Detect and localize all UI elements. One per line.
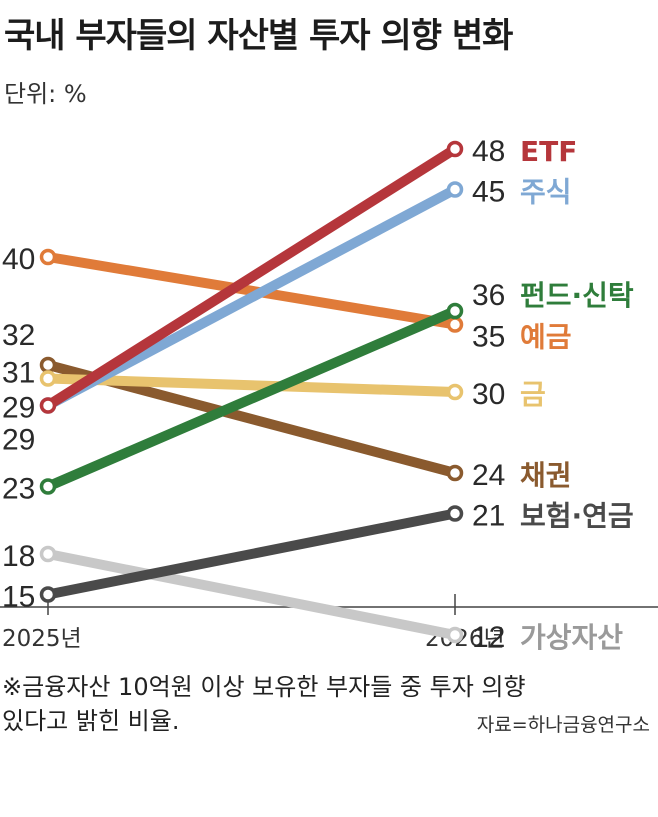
- value-label-deposits-2025: 40: [2, 243, 35, 276]
- value-label-funds-trusts-2025: 23: [2, 473, 35, 506]
- point-funds-trusts-start: [39, 478, 57, 495]
- point-gold-end: [446, 383, 464, 401]
- series-name-bonds: 채권: [520, 459, 572, 492]
- series-line-etf: [43, 144, 460, 411]
- footnote-line-1: ※금융자산 10억원 이상 보유한 부자들 중 투자 의향: [2, 673, 526, 701]
- series-lines: [39, 140, 464, 644]
- point-bonds-end: [446, 464, 464, 482]
- source-label: 자료=하나금융연구소: [476, 714, 650, 736]
- point-funds-trusts-end: [446, 302, 464, 320]
- series-name-funds-trusts: 펀드·신탁: [520, 279, 634, 312]
- point-crypto-start: [39, 545, 57, 563]
- value-label-stocks-2025: 29: [2, 424, 35, 457]
- series-name-stocks: 주식: [520, 176, 572, 209]
- value-label-funds-trusts-2026: 36: [472, 279, 505, 312]
- value-label-deposits-2026: 35: [472, 321, 505, 354]
- series-name-gold: 금: [520, 378, 546, 411]
- value-label-crypto-2026: 12: [472, 621, 505, 654]
- point-etf-end: [446, 140, 464, 158]
- series-name-deposits: 예금: [520, 321, 572, 354]
- value-label-gold-2025: 31: [2, 357, 35, 390]
- point-deposits-end: [446, 316, 464, 333]
- series-line-gold: [43, 373, 460, 397]
- series-line-funds-trusts: [43, 306, 460, 492]
- point-bonds-start: [39, 356, 57, 374]
- footnote-line-2: 있다고 밝힌 비율.: [2, 707, 180, 735]
- point-gold-start: [39, 370, 57, 387]
- value-label-bonds-2026: 24: [472, 459, 505, 492]
- value-label-stocks-2026: 45: [472, 176, 505, 209]
- value-label-gold-2026: 30: [472, 378, 505, 411]
- series-line-deposits: [43, 252, 460, 330]
- series-line-stocks: [43, 184, 460, 411]
- footnote: ※금융자산 10억원 이상 보유한 부자들 중 투자 의향 있다고 밝힌 비율.: [2, 670, 526, 738]
- series-name-etf: ETF: [520, 135, 577, 168]
- point-stocks-end: [446, 181, 464, 198]
- value-label-insurance-pension-2026: 21: [472, 500, 505, 533]
- series-labels: 29 48 ETF 29 45 주식 23 36 펀드·신탁 40 35 예금 31 30 금 32 24 채권 1…: [2, 135, 634, 654]
- series-name-crypto: 가상자산: [520, 621, 623, 654]
- point-deposits-start: [39, 248, 57, 266]
- value-label-etf-2026: 48: [472, 135, 505, 168]
- series-line-insurance-pension: [43, 508, 460, 600]
- point-insurance-pension-start: [39, 586, 57, 603]
- chart-title: 국내 부자들의 자산별 투자 의향 변화: [4, 16, 513, 56]
- value-label-bonds-2025: 32: [2, 319, 35, 352]
- series-line-crypto: [43, 549, 460, 640]
- unit-label: 단위: %: [4, 80, 87, 108]
- x-tick-label-2025: 2025년: [2, 626, 82, 652]
- axis: 2025년 2026년: [0, 594, 658, 652]
- value-label-etf-2025: 29: [2, 392, 35, 425]
- value-label-insurance-pension-2025: 15: [2, 581, 35, 614]
- point-crypto-end: [446, 626, 464, 644]
- point-insurance-pension-end: [446, 505, 464, 522]
- point-etf-start: [39, 397, 57, 414]
- series-name-insurance-pension: 보험·연금: [520, 500, 634, 533]
- value-label-crypto-2025: 18: [2, 540, 35, 573]
